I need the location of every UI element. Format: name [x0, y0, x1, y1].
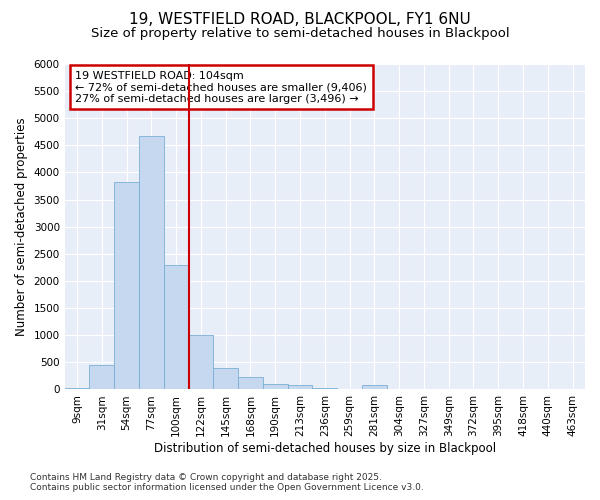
Bar — [313, 388, 337, 390]
Y-axis label: Number of semi-detached properties: Number of semi-detached properties — [15, 118, 28, 336]
Text: Contains HM Land Registry data © Crown copyright and database right 2025.
Contai: Contains HM Land Registry data © Crown c… — [30, 473, 424, 492]
Bar — [139, 136, 164, 390]
X-axis label: Distribution of semi-detached houses by size in Blackpool: Distribution of semi-detached houses by … — [154, 442, 496, 455]
Bar — [263, 384, 287, 390]
Bar — [164, 264, 188, 390]
Bar — [89, 365, 114, 390]
Bar — [287, 386, 313, 390]
Bar — [114, 182, 139, 390]
Text: 19, WESTFIELD ROAD, BLACKPOOL, FY1 6NU: 19, WESTFIELD ROAD, BLACKPOOL, FY1 6NU — [129, 12, 471, 28]
Text: Size of property relative to semi-detached houses in Blackpool: Size of property relative to semi-detach… — [91, 28, 509, 40]
Text: 19 WESTFIELD ROAD: 104sqm
← 72% of semi-detached houses are smaller (9,406)
27% : 19 WESTFIELD ROAD: 104sqm ← 72% of semi-… — [75, 70, 367, 104]
Bar — [238, 376, 263, 390]
Bar — [362, 386, 387, 390]
Bar — [214, 368, 238, 390]
Bar — [188, 335, 214, 390]
Bar — [65, 388, 89, 390]
